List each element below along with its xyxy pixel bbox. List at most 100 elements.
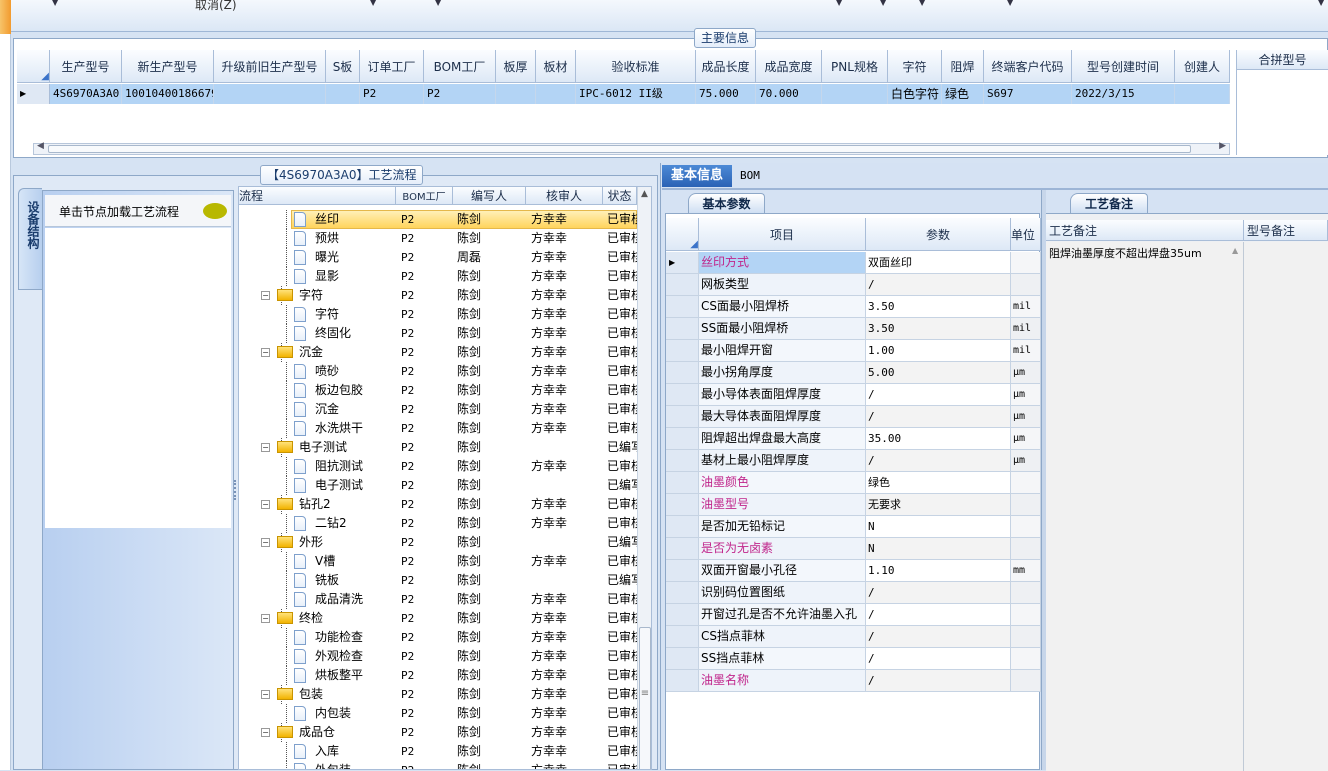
param-value[interactable]: 双面丝印 <box>866 252 1011 273</box>
tree-row[interactable]: 丝印 P2 陈剑 方幸幸 已审核 <box>239 210 637 229</box>
col-header[interactable]: 字符 <box>888 50 942 83</box>
scroll-thumb[interactable]: ≡ <box>639 627 651 769</box>
col-header[interactable]: 新生产型号 <box>122 50 214 83</box>
param-value[interactable]: 无要求 <box>866 494 1011 515</box>
col-header[interactable]: PNL规格 <box>822 50 888 83</box>
col-header[interactable]: 型号创建时间 <box>1072 50 1175 83</box>
dropdown-arrow-icon[interactable]: ▼ <box>880 0 887 7</box>
col-header[interactable]: 成品宽度 <box>756 50 822 83</box>
scroll-left-icon[interactable]: ◀ <box>37 141 44 151</box>
tree-row[interactable]: − 成品仓 P2 陈剑 方幸幸 已审核 <box>239 723 637 742</box>
param-value[interactable]: / <box>866 626 1011 647</box>
param-row[interactable]: 双面开窗最小孔径 1.10 mm <box>666 560 1041 582</box>
vertical-scrollbar[interactable]: ▲ ≡ <box>637 187 651 769</box>
param-row[interactable]: 是否为无卤素 N <box>666 538 1041 560</box>
comment-balloon-icon[interactable] <box>203 203 227 219</box>
tree-row[interactable]: 预烘 P2 陈剑 方幸幸 已审核 <box>239 229 637 248</box>
tree-row[interactable]: 曝光 P2 周磊 方幸幸 已审核 <box>239 248 637 267</box>
tree-row[interactable]: 铣板 P2 陈剑 已编写 <box>239 571 637 590</box>
tree-row[interactable]: − 沉金 P2 陈剑 方幸幸 已审核 <box>239 343 637 362</box>
param-value[interactable]: N <box>866 516 1011 537</box>
scroll-up-icon[interactable]: ▲ <box>1232 246 1239 255</box>
collapse-icon[interactable]: − <box>261 500 270 509</box>
param-row[interactable]: 最大导体表面阻焊厚度 / μm <box>666 406 1041 428</box>
param-row[interactable]: 油墨名称 / <box>666 670 1041 692</box>
tree-row[interactable]: − 电子测试 P2 陈剑 已编写 <box>239 438 637 457</box>
col-header[interactable]: 验收标准 <box>576 50 696 83</box>
tree-row[interactable]: − 钻孔2 P2 陈剑 方幸幸 已审核 <box>239 495 637 514</box>
tree-row[interactable]: 成品清洗 P2 陈剑 方幸幸 已审核 <box>239 590 637 609</box>
tree-row[interactable]: V槽 P2 陈剑 方幸幸 已审核 <box>239 552 637 571</box>
tree-row[interactable]: 外包装 P2 陈剑 方幸幸 已审核 <box>239 761 637 769</box>
param-row[interactable]: CS挡点菲林 / <box>666 626 1041 648</box>
tree-row[interactable]: 入库 P2 陈剑 方幸幸 已审核 <box>239 742 637 761</box>
param-value[interactable]: 5.00 <box>866 362 1011 383</box>
param-row[interactable]: 最小阻焊开窗 1.00 mil <box>666 340 1041 362</box>
tree-row[interactable]: 沉金 P2 陈剑 方幸幸 已审核 <box>239 400 637 419</box>
tree-row[interactable]: 水洗烘干 P2 陈剑 方幸幸 已审核 <box>239 419 637 438</box>
dropdown-arrow-icon[interactable]: ▼ <box>1007 0 1014 7</box>
tree-row[interactable]: 板边包胶 P2 陈剑 方幸幸 已审核 <box>239 381 637 400</box>
param-row[interactable]: SS挡点菲林 / <box>666 648 1041 670</box>
col-header[interactable]: 流程 <box>239 187 396 205</box>
tree-row[interactable]: 二钻2 P2 陈剑 方幸幸 已审核 <box>239 514 637 533</box>
model-remark-field[interactable] <box>1244 242 1328 771</box>
scroll-thumb[interactable] <box>48 145 1191 153</box>
tab-basic-info[interactable]: 基本信息 <box>662 165 732 187</box>
col-header-item[interactable]: 项目 <box>699 218 866 251</box>
param-row[interactable]: ▶ 丝印方式 双面丝印 <box>666 252 1041 274</box>
param-value[interactable]: / <box>866 582 1011 603</box>
select-all-corner[interactable]: ◢ <box>666 218 699 251</box>
dropdown-arrow-icon[interactable]: ▼ <box>836 0 843 7</box>
param-value[interactable]: 1.00 <box>866 340 1011 361</box>
cancel-button[interactable]: 取消(Z) <box>195 0 237 12</box>
col-header[interactable]: 板厚 <box>496 50 536 83</box>
tree-row[interactable]: − 终检 P2 陈剑 方幸幸 已审核 <box>239 609 637 628</box>
tab-process-remarks[interactable]: 工艺备注 <box>1070 193 1148 213</box>
param-row[interactable]: 阻焊超出焊盘最大高度 35.00 μm <box>666 428 1041 450</box>
collapse-icon[interactable]: − <box>261 291 270 300</box>
param-row[interactable]: 基材上最小阻焊厚度 / μm <box>666 450 1041 472</box>
col-header[interactable]: 成品长度 <box>696 50 756 83</box>
col-header[interactable]: 编写人 <box>453 187 526 205</box>
col-header[interactable]: 核审人 <box>526 187 603 205</box>
tree-row[interactable]: 外观检查 P2 陈剑 方幸幸 已审核 <box>239 647 637 666</box>
tree-row[interactable]: 终固化 P2 陈剑 方幸幸 已审核 <box>239 324 637 343</box>
collapse-icon[interactable]: − <box>261 538 270 547</box>
param-row[interactable]: 油墨型号 无要求 <box>666 494 1041 516</box>
tree-row[interactable]: 电子测试 P2 陈剑 已编写 <box>239 476 637 495</box>
collapse-icon[interactable]: − <box>261 690 270 699</box>
col-header[interactable]: 状态 <box>603 187 637 205</box>
tree-row[interactable]: 阻抗测试 P2 陈剑 方幸幸 已审核 <box>239 457 637 476</box>
param-row[interactable]: 最小导体表面阻焊厚度 / μm <box>666 384 1041 406</box>
tree-row[interactable]: 显影 P2 陈剑 方幸幸 已审核 <box>239 267 637 286</box>
collapse-icon[interactable]: − <box>261 614 270 623</box>
param-value[interactable]: 3.50 <box>866 296 1011 317</box>
tree-row[interactable]: 烘板整平 P2 陈剑 方幸幸 已审核 <box>239 666 637 685</box>
tree-row[interactable]: 内包装 P2 陈剑 方幸幸 已审核 <box>239 704 637 723</box>
horizontal-scrollbar[interactable]: ◀ ▶ <box>33 141 1230 155</box>
tree-row[interactable]: 喷砂 P2 陈剑 方幸幸 已审核 <box>239 362 637 381</box>
collapse-icon[interactable]: − <box>261 443 270 452</box>
col-header[interactable]: S板 <box>326 50 360 83</box>
tree-row[interactable]: − 字符 P2 陈剑 方幸幸 已审核 <box>239 286 637 305</box>
tree-row[interactable]: 字符 P2 陈剑 方幸幸 已审核 <box>239 305 637 324</box>
param-row[interactable]: 网板类型 / <box>666 274 1041 296</box>
tree-row[interactable]: − 外形 P2 陈剑 已编写 <box>239 533 637 552</box>
select-all-corner[interactable]: ◢ <box>17 50 50 83</box>
col-header[interactable]: 订单工厂 <box>360 50 424 83</box>
param-value[interactable]: / <box>866 384 1011 405</box>
tab-bom[interactable]: BOM <box>740 169 760 182</box>
col-header[interactable]: 创建人 <box>1175 50 1230 83</box>
dropdown-arrow-icon[interactable]: ▼ <box>1318 0 1325 7</box>
col-header-unit[interactable]: 单位 <box>1011 218 1041 251</box>
param-value[interactable]: / <box>866 648 1011 669</box>
splitter[interactable] <box>1041 190 1046 770</box>
col-header[interactable]: 板材 <box>536 50 576 83</box>
param-value[interactable]: 35.00 <box>866 428 1011 449</box>
scroll-up-icon[interactable]: ▲ <box>641 189 648 199</box>
collapse-icon[interactable]: − <box>261 728 270 737</box>
param-row[interactable]: 油墨颜色 绿色 <box>666 472 1041 494</box>
param-value[interactable]: / <box>866 450 1011 471</box>
col-header[interactable]: 终端客户代码 <box>984 50 1072 83</box>
